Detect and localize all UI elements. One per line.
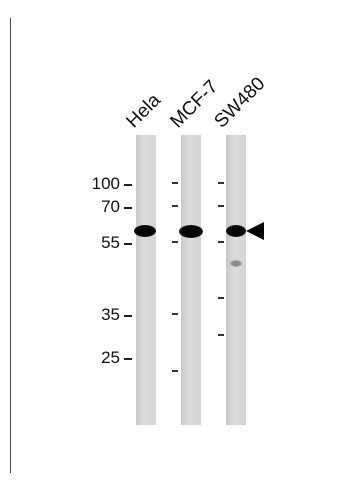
mw-label-35: 35 <box>101 305 120 324</box>
band-hela <box>134 225 156 237</box>
band-mcf7 <box>179 225 203 238</box>
mw-dash-55 <box>124 243 132 245</box>
tick-mcf7-70 <box>172 205 178 207</box>
mw-dash-35 <box>124 315 132 317</box>
band-sw480 <box>226 225 246 237</box>
mw-label-100: 100 <box>91 174 120 193</box>
tick-sw480-55 <box>218 241 224 243</box>
lane-sw480 <box>226 135 246 425</box>
lane-label-hela: Hela <box>122 89 165 133</box>
faint-band-sw480 <box>230 260 242 267</box>
tick-sw480-70 <box>218 205 224 207</box>
mw-label-25: 25 <box>101 348 120 367</box>
lane-label-sw480: SW480 <box>210 73 270 133</box>
tick-mcf7-100 <box>172 182 178 184</box>
tick-sw480-35 <box>218 297 224 299</box>
mw-label-70: 70 <box>101 197 120 216</box>
tick-mcf7-25 <box>172 370 178 372</box>
mw-label-55: 55 <box>101 233 120 252</box>
tick-sw480-100 <box>218 182 224 184</box>
tick-mcf7-55 <box>172 241 178 243</box>
mw-dash-100 <box>124 184 132 186</box>
tick-mcf7-35 <box>172 313 178 315</box>
frame-border <box>10 18 11 473</box>
mw-dash-70 <box>124 207 132 209</box>
lane-hela <box>136 135 156 425</box>
lane-label-mcf7: MCF-7 <box>166 76 223 133</box>
mw-dash-25 <box>124 358 132 360</box>
left-triangle-arrow-icon <box>246 222 264 240</box>
lane-mcf7 <box>181 135 201 425</box>
tick-sw480-25 <box>218 334 224 336</box>
